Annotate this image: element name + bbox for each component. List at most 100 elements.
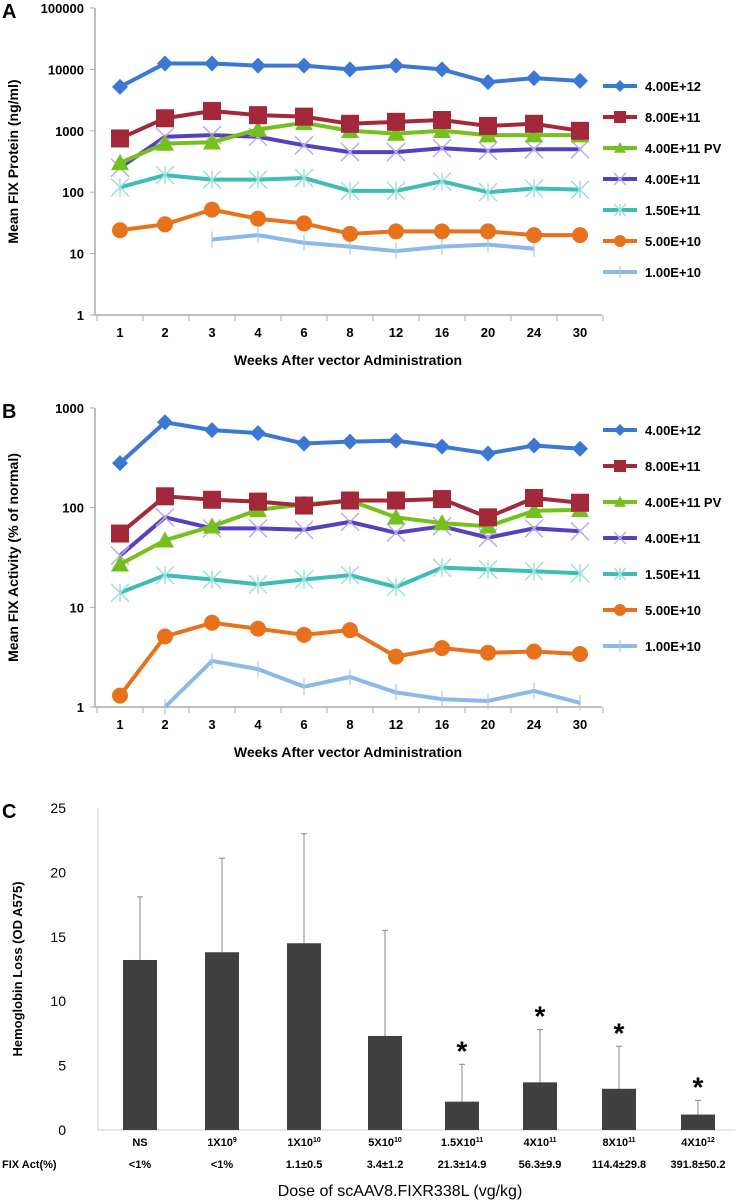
x-tick-label: 6 — [300, 325, 307, 340]
fix-act-value: <1% — [129, 1159, 152, 1171]
circle-marker — [157, 628, 173, 645]
legend-item: 4.00E+12 — [603, 79, 701, 94]
significance-star: * — [614, 1017, 625, 1048]
series-8-00E-11 — [111, 487, 589, 543]
significance-star: * — [457, 1035, 468, 1066]
asterisk-marker — [613, 203, 627, 217]
x-marker — [570, 521, 590, 541]
panel-label: B — [2, 401, 16, 423]
x-tick-label: 1.5X1011 — [441, 1137, 483, 1149]
y-axis-title: Hemoglobin Loss (OD A575) — [10, 881, 25, 1056]
square-marker — [387, 112, 405, 131]
circle-marker — [157, 216, 173, 233]
y-axis-title: Mean FIX Protein (ng/ml) — [5, 79, 21, 243]
asterisk-marker — [248, 170, 268, 190]
legend-item: 4.00E+11 PV — [603, 141, 722, 156]
x-axis-title: Dose of scAAV8.FIXR338L (vg/kg) — [278, 1183, 523, 1200]
circle-marker — [296, 626, 312, 643]
triangle-marker — [387, 508, 405, 525]
x-axis-title: Weeks After vector Administration — [234, 744, 462, 760]
legend-label: 5.00E+10 — [645, 234, 701, 249]
circle-marker — [342, 622, 358, 639]
x-marker — [340, 512, 360, 532]
square-marker — [111, 129, 129, 148]
x-tick-label: 24 — [527, 717, 542, 732]
legend-label: 8.00E+11 — [645, 110, 700, 125]
legend-label: 8.00E+11 — [645, 459, 700, 474]
circle-marker — [112, 687, 128, 704]
bar — [445, 1101, 479, 1130]
series-1-00E-10 — [163, 652, 581, 715]
x-marker — [432, 138, 452, 158]
asterisk-marker — [248, 574, 268, 594]
circle-marker — [526, 227, 542, 244]
x-marker — [524, 518, 544, 538]
triangle-marker — [433, 514, 451, 531]
circle-marker — [250, 620, 266, 637]
x-marker — [386, 142, 406, 162]
square-marker — [571, 121, 589, 140]
x-tick-label: NS — [132, 1137, 147, 1149]
square-marker — [203, 490, 221, 509]
legend-label: 1.00E+10 — [645, 639, 701, 654]
circle-marker — [614, 235, 626, 247]
x-marker — [478, 141, 498, 161]
x-tick-label: 4 — [254, 717, 262, 732]
fix-act-value: 3.4±1.2 — [367, 1159, 404, 1171]
bar — [205, 952, 239, 1130]
legend-item: 1.00E+10 — [603, 265, 701, 280]
series-1-50E-11 — [110, 558, 590, 603]
x-tick-label: 16 — [435, 717, 449, 732]
diamond-marker — [526, 437, 542, 454]
x-tick-label: 24 — [527, 325, 542, 340]
diamond-marker — [250, 57, 266, 74]
x-tick-label: 1 — [116, 717, 123, 732]
legend-item: 8.00E+11 — [603, 110, 700, 125]
square-marker — [249, 492, 267, 511]
x-marker — [613, 172, 627, 186]
fix-act-value: 1.1±0.5 — [286, 1159, 323, 1171]
diamond-marker — [342, 61, 358, 78]
x-marker — [248, 518, 268, 538]
diamond-marker — [388, 57, 404, 74]
asterisk-marker — [340, 181, 360, 201]
y-tick-label: 10000 — [48, 62, 84, 77]
triangle-marker — [387, 124, 405, 141]
circle-marker — [204, 614, 220, 631]
square-marker — [433, 110, 451, 129]
square-marker — [614, 460, 626, 472]
x-tick-label: 8 — [346, 325, 353, 340]
square-marker — [525, 489, 543, 508]
diamond-marker — [526, 70, 542, 87]
bar — [287, 943, 321, 1130]
x-tick-label: 1 — [116, 325, 123, 340]
triangle-marker — [111, 555, 129, 572]
diamond-marker — [157, 414, 173, 431]
triangle-marker — [525, 501, 543, 519]
diamond-marker — [112, 78, 128, 95]
asterisk-marker — [155, 565, 175, 585]
square-marker — [614, 111, 626, 123]
square-marker — [479, 116, 497, 135]
y-tick-label: 100000 — [41, 1, 84, 16]
x-tick-label: 30 — [573, 325, 587, 340]
y-tick-label: 100 — [62, 185, 84, 200]
triangle-marker — [525, 126, 543, 143]
square-marker — [479, 508, 497, 527]
legend-item: 4.00E+12 — [603, 423, 701, 438]
legend-item: 5.00E+10 — [603, 603, 701, 618]
legend-item: 1.00E+10 — [603, 639, 701, 654]
y-tick-label: 100 — [62, 501, 84, 516]
diamond-marker — [434, 61, 450, 78]
x-tick-label: 2 — [161, 325, 168, 340]
circle-marker — [480, 223, 496, 240]
diamond-marker — [204, 422, 220, 439]
legend-item: 5.00E+10 — [603, 234, 701, 249]
y-tick-label: 1 — [77, 700, 84, 715]
diamond-marker — [614, 424, 626, 436]
circle-marker — [572, 646, 588, 663]
x-tick-label: 2 — [161, 717, 168, 732]
